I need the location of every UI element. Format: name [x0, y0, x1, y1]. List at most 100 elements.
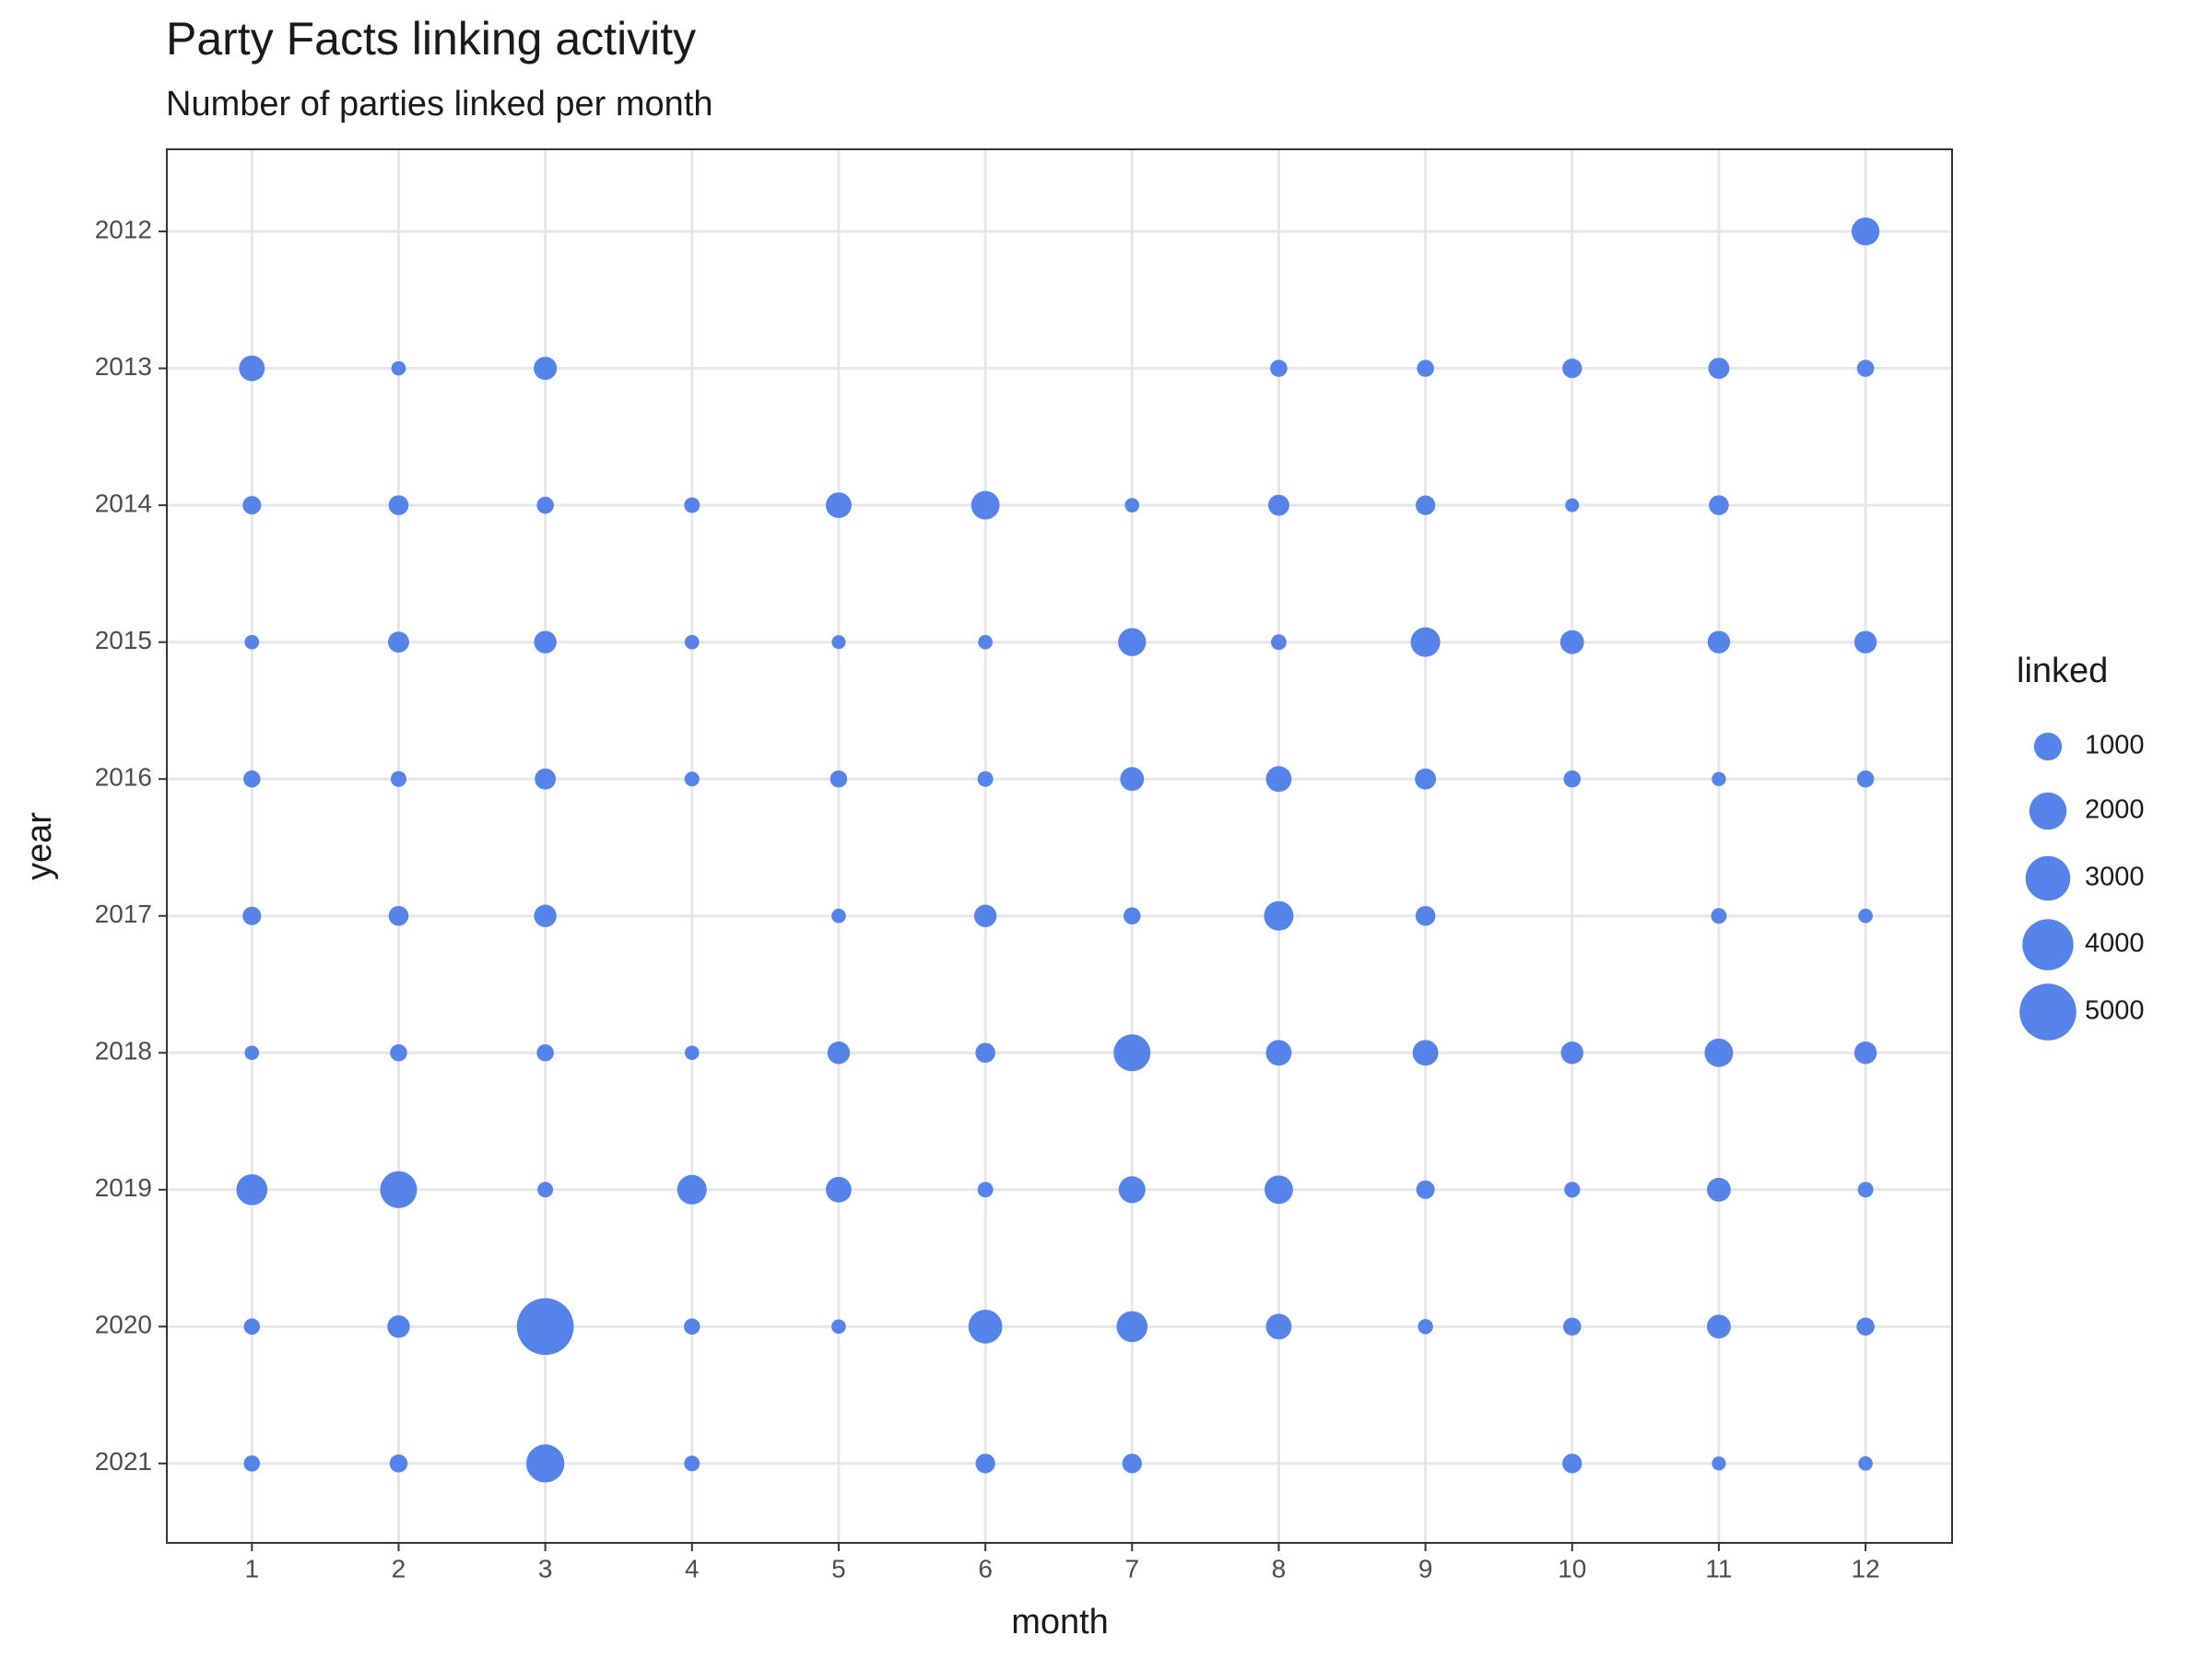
y-tick-label: 2020 — [95, 1311, 152, 1339]
bubble — [830, 770, 848, 788]
bubble — [1410, 627, 1441, 657]
bubble — [826, 492, 852, 519]
y-tick-label: 2014 — [95, 489, 152, 518]
bubble — [975, 1042, 995, 1064]
bubble — [975, 1453, 995, 1474]
bubble — [239, 355, 265, 382]
bubble — [1712, 771, 1726, 786]
bubble — [684, 1045, 700, 1061]
bubble — [827, 1041, 851, 1065]
bubble — [244, 634, 260, 650]
bubble — [1563, 770, 1582, 788]
bubble — [1856, 359, 1875, 377]
bubble — [388, 905, 409, 926]
bubble — [387, 1315, 410, 1338]
bubble — [1856, 770, 1875, 788]
x-axis-title: month — [1011, 1603, 1109, 1641]
y-tick-label: 2021 — [95, 1447, 152, 1476]
chart-title: Party Facts linking activity — [166, 13, 696, 65]
bubble — [236, 1173, 268, 1206]
bubble — [535, 768, 557, 790]
x-tick-label: 5 — [831, 1554, 846, 1583]
bubble — [1116, 1311, 1148, 1343]
bubble — [244, 1045, 260, 1061]
bubble — [243, 770, 261, 788]
bubble — [1711, 908, 1727, 924]
bubble — [243, 1318, 261, 1335]
x-tick-label: 10 — [1558, 1554, 1586, 1583]
bubble — [1124, 498, 1140, 512]
bubble — [684, 1455, 700, 1472]
bubble — [1560, 1041, 1583, 1065]
legend-label: 1000 — [2085, 731, 2145, 760]
bubble — [1415, 495, 1436, 515]
bubble — [677, 1174, 707, 1205]
bubble — [242, 496, 262, 515]
bubble — [1270, 634, 1287, 651]
bubble — [1564, 1182, 1581, 1198]
bubble — [1123, 907, 1141, 925]
legend-bubble — [2019, 983, 2077, 1041]
bubble — [1412, 1040, 1439, 1066]
bubble — [831, 1319, 846, 1335]
bubble — [1707, 1314, 1731, 1339]
y-tick-label: 2017 — [95, 900, 152, 928]
bubble — [516, 1298, 574, 1356]
bubble — [390, 771, 407, 787]
y-tick-label: 2013 — [95, 352, 152, 381]
y-tick-label: 2016 — [95, 763, 152, 792]
bubble — [1562, 359, 1583, 379]
bubble — [1707, 630, 1731, 653]
legend-bubble — [2022, 919, 2074, 971]
bubble — [977, 1182, 994, 1198]
legend-title: linked — [2017, 652, 2108, 690]
y-axis-title: year — [20, 812, 59, 880]
bubble — [389, 1454, 408, 1473]
bubble — [534, 904, 557, 927]
bubble — [1122, 1453, 1142, 1474]
plot-border — [166, 148, 1953, 1544]
bubble — [1857, 1182, 1874, 1198]
bubble — [388, 631, 409, 653]
legend-bubble — [2025, 855, 2071, 901]
bubble — [1267, 494, 1289, 516]
bubble — [684, 497, 700, 513]
bubble — [1709, 495, 1729, 515]
bubble — [1417, 359, 1434, 377]
legend-bubble — [2033, 732, 2063, 761]
bubble — [684, 634, 700, 650]
bubble — [525, 1444, 565, 1483]
bubble — [536, 496, 554, 514]
x-tick-label: 1 — [245, 1554, 260, 1583]
bubble — [388, 495, 409, 515]
bubble — [1704, 1038, 1734, 1067]
bubble — [831, 635, 846, 650]
bubble — [978, 634, 993, 650]
bubble — [1264, 1175, 1293, 1205]
x-tick-label: 9 — [1418, 1554, 1433, 1583]
bubble — [536, 1043, 554, 1062]
bubble — [534, 630, 557, 653]
x-tick-label: 6 — [978, 1554, 993, 1583]
x-tick-label: 7 — [1124, 1554, 1139, 1583]
bubble — [1858, 908, 1873, 924]
bubble — [1708, 358, 1730, 380]
bubble — [380, 1171, 418, 1208]
legend-label: 4000 — [2085, 929, 2145, 959]
bubble — [1851, 217, 1880, 246]
legend-label: 2000 — [2085, 795, 2145, 825]
bubble — [1712, 1456, 1726, 1471]
bubble — [1416, 1180, 1435, 1199]
legend-label: 3000 — [2085, 863, 2145, 892]
bubble — [1562, 1453, 1583, 1474]
bubble — [1118, 1176, 1146, 1204]
bubble — [1120, 767, 1145, 792]
y-tick-label: 2018 — [95, 1037, 152, 1065]
bubble — [1418, 1319, 1433, 1335]
x-tick-label: 11 — [1705, 1554, 1732, 1583]
bubble — [1113, 1034, 1151, 1072]
x-tick-label: 8 — [1272, 1554, 1287, 1583]
bubble — [973, 904, 997, 927]
y-tick-label: 2019 — [95, 1173, 152, 1202]
